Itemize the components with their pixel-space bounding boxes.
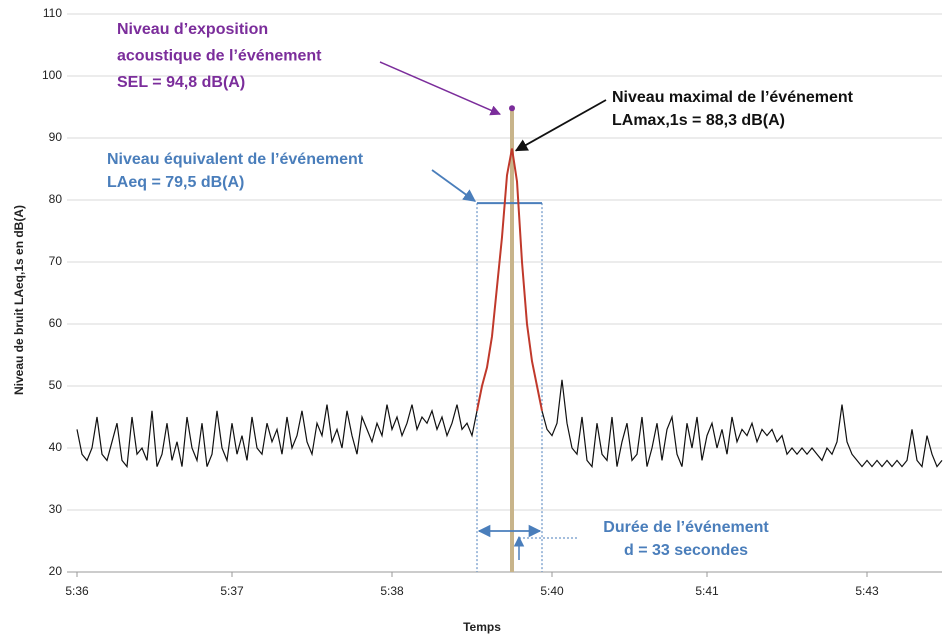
y-tick-label: 100 — [42, 68, 62, 82]
x-tick-label: 5:37 — [220, 584, 244, 598]
annotation: Niveau d’exposition — [117, 21, 268, 38]
annotation: Durée de l’événement — [603, 519, 769, 536]
series-line — [476, 148, 543, 411]
x-axis-title: Temps — [463, 620, 501, 634]
y-tick-label: 110 — [43, 6, 62, 20]
annotation: acoustique de l’événement — [117, 48, 322, 65]
x-tick-label: 5:38 — [380, 584, 404, 598]
y-tick-label: 40 — [49, 440, 63, 454]
connector — [518, 537, 577, 560]
sel-marker — [509, 105, 515, 112]
y-tick-label: 80 — [49, 192, 63, 206]
y-tick-label: 70 — [49, 254, 63, 268]
x-tick-label: 5:41 — [695, 584, 719, 598]
arrow — [514, 99, 607, 152]
arrow — [431, 169, 477, 202]
series-line — [76, 379, 943, 469]
x-tick-label: 5:36 — [65, 584, 89, 598]
annotation: Niveau équivalent de l’événement — [107, 151, 364, 168]
annotation: Niveau maximal de l’événement — [612, 89, 854, 106]
annotation: LAeq = 79,5 dB(A) — [107, 174, 244, 191]
arrow — [379, 61, 501, 116]
y-axis-title: Niveau de bruit LAeq,1s en dB(A) — [12, 205, 26, 395]
annotation: d = 33 secondes — [624, 542, 748, 559]
y-tick-label: 60 — [49, 316, 63, 330]
y-tick-label: 90 — [49, 130, 63, 144]
x-tick-label: 5:43 — [855, 584, 879, 598]
annotation: SEL = 94,8 dB(A) — [117, 74, 245, 91]
y-tick-label: 30 — [49, 502, 63, 516]
y-tick-label: 50 — [49, 378, 63, 392]
y-tick-label: 20 — [49, 564, 63, 578]
x-tick-label: 5:40 — [540, 584, 564, 598]
annotation: LAmax,1s = 88,3 dB(A) — [612, 112, 785, 129]
